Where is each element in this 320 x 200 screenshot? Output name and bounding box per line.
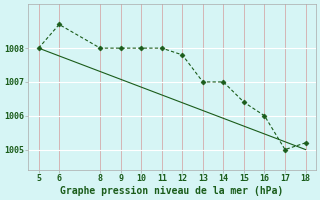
X-axis label: Graphe pression niveau de la mer (hPa): Graphe pression niveau de la mer (hPa)	[60, 186, 284, 196]
